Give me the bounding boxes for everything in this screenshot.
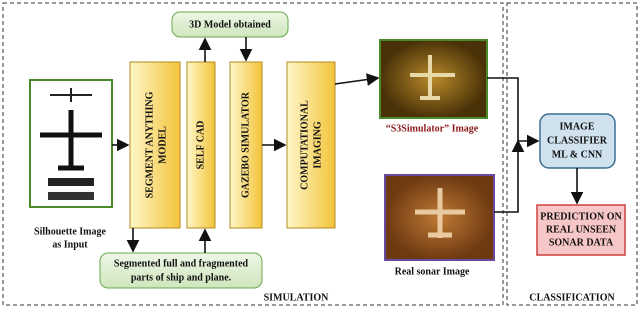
node-label: IMAGING	[312, 121, 323, 168]
node-label: COMPUTATIONAL	[299, 100, 310, 190]
process-box	[229, 61, 263, 229]
result-box	[99, 252, 263, 289]
node-label: “S3Simulator” Image	[386, 123, 479, 134]
node-label: ML & CNN	[552, 149, 603, 160]
process-box	[186, 61, 216, 229]
silhouette-image	[29, 79, 113, 208]
arrows	[112, 37, 584, 253]
node-label: GAZEBO SIMULATOR	[240, 91, 251, 198]
node-label: CLASSIFIER	[547, 135, 608, 146]
process-box	[129, 61, 181, 229]
prediction-box	[536, 204, 626, 256]
node-label: MODEL	[157, 126, 168, 164]
node-label: as Input	[52, 239, 88, 250]
process-box	[286, 61, 336, 229]
node-label: Real sonar Image	[395, 266, 470, 277]
node-label: Silhouette Image	[34, 226, 107, 237]
node-label: SELF CAD	[195, 121, 206, 170]
s3simulator-image	[379, 39, 488, 119]
node-label: 3D Model obtained	[189, 19, 271, 30]
node-label: REAL UNSEEN	[546, 224, 617, 235]
real-sonar-image	[384, 174, 495, 261]
node-label: PREDICTION ON	[540, 211, 622, 222]
result-box	[171, 11, 289, 38]
section-label: SIMULATION	[264, 292, 330, 303]
section-label: CLASSIFICATION	[529, 292, 615, 303]
node-label: SONAR DATA	[549, 237, 614, 248]
simulation-frame	[2, 2, 504, 306]
node-label: SEGMENT ANYTHING	[144, 91, 155, 198]
node-label: parts of ship and plane.	[131, 272, 232, 283]
classification-frame	[506, 2, 638, 306]
node-label: IMAGE	[560, 121, 595, 132]
node-label: Segmented full and fragmented	[114, 258, 249, 269]
